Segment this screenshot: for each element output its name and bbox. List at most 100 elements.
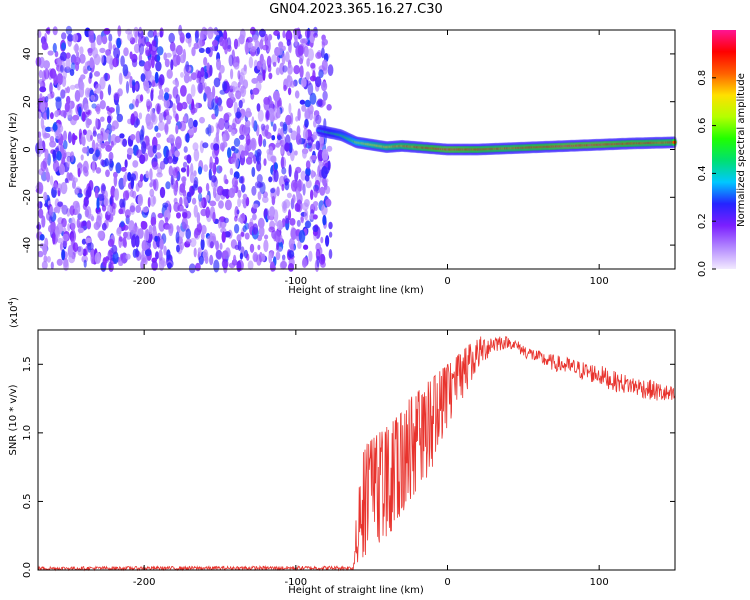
noise-speckle — [255, 155, 260, 162]
noise-speckle — [200, 232, 205, 240]
noise-speckle — [155, 132, 162, 138]
noise-speckle — [190, 72, 198, 81]
noise-speckle — [287, 87, 292, 96]
noise-speckle — [164, 87, 170, 93]
noise-speckle — [113, 47, 121, 59]
noise-speckle — [323, 118, 327, 131]
noise-speckle — [179, 183, 186, 194]
noise-speckle — [129, 51, 133, 60]
noise-speckle — [273, 30, 280, 36]
noise-speckle — [191, 184, 199, 191]
noise-speckle — [252, 87, 260, 95]
noise-speckle — [41, 215, 46, 228]
noise-speckle — [43, 112, 48, 120]
noise-speckle — [203, 56, 208, 66]
noise-speckle — [57, 183, 62, 191]
noise-speckle — [176, 54, 181, 66]
noise-speckle — [217, 219, 222, 229]
noise-speckle — [322, 214, 327, 226]
noise-speckle — [275, 142, 281, 148]
noise-speckle — [83, 259, 87, 268]
spectrogram-x-ticks: -200 -100 0 100 — [133, 30, 609, 287]
snr-panel: -200 -100 0 100 0.0 0.5 1.0 1.5 Height of stra… — [7, 297, 676, 596]
noise-speckle — [117, 25, 122, 37]
noise-speckle — [70, 217, 76, 231]
noise-speckle — [222, 250, 229, 260]
noise-speckle — [186, 154, 192, 164]
noise-speckle — [68, 254, 76, 264]
noise-speckle — [70, 116, 77, 126]
noise-speckle — [176, 102, 184, 112]
noise-speckle — [132, 160, 139, 168]
noise-speckle — [135, 118, 141, 126]
noise-speckle — [264, 234, 269, 240]
noise-speckle — [72, 33, 79, 43]
noise-speckle — [240, 183, 246, 193]
noise-speckle — [319, 135, 324, 144]
noise-speckle — [251, 166, 256, 178]
noise-speckle — [285, 114, 292, 126]
noise-speckle — [212, 180, 218, 193]
noise-speckle — [236, 234, 242, 242]
noise-speckle — [159, 160, 166, 170]
noise-speckle — [198, 47, 205, 54]
noise-speckle — [270, 188, 276, 194]
noise-speckle — [155, 61, 162, 72]
noise-speckle — [114, 188, 119, 201]
noise-speckle — [266, 151, 274, 162]
noise-speckle — [41, 41, 49, 51]
noise-speckle — [273, 162, 278, 171]
noise-speckle — [116, 226, 122, 235]
noise-speckle — [45, 126, 52, 132]
noise-speckle — [185, 238, 192, 244]
noise-speckle — [95, 117, 99, 129]
noise-speckle — [301, 38, 309, 44]
noise-speckle — [118, 208, 124, 215]
x-tick-label: 100 — [590, 276, 609, 287]
noise-speckle — [221, 258, 229, 269]
noise-speckle — [185, 228, 191, 240]
y-tick-label: -20 — [22, 189, 33, 205]
noise-speckle — [262, 196, 269, 203]
noise-speckle — [114, 135, 121, 143]
noise-speckle — [101, 184, 107, 192]
noise-speckle — [302, 149, 307, 159]
noise-speckle — [223, 217, 229, 224]
y-tick-label: 0 — [22, 146, 33, 152]
noise-speckle — [74, 43, 79, 54]
noise-speckle — [209, 200, 217, 207]
noise-speckle — [46, 26, 51, 35]
noise-speckle — [290, 130, 298, 141]
noise-speckle — [152, 40, 157, 47]
noise-speckle — [69, 69, 75, 76]
noise-speckle — [315, 76, 322, 88]
noise-speckle — [45, 167, 49, 179]
noise-speckle — [49, 82, 53, 94]
noise-speckle — [203, 92, 207, 102]
noise-speckle — [300, 215, 304, 222]
noise-speckle — [164, 58, 170, 68]
noise-speckle — [140, 73, 146, 82]
noise-speckle — [56, 237, 64, 244]
noise-speckle — [275, 67, 280, 76]
noise-speckle — [164, 92, 169, 101]
noise-speckle — [257, 191, 262, 201]
noise-speckle — [198, 255, 204, 265]
noise-speckle — [40, 160, 47, 172]
noise-speckle — [166, 249, 171, 260]
noise-speckle — [191, 46, 196, 57]
noise-speckle — [66, 86, 71, 94]
noise-speckle — [282, 123, 288, 135]
noise-speckle — [130, 176, 135, 189]
noise-speckle — [197, 186, 203, 194]
noise-speckle — [104, 72, 108, 82]
noise-speckle — [164, 217, 169, 224]
noise-speckle — [230, 93, 235, 100]
noise-speckle — [238, 99, 243, 109]
noise-speckle — [122, 138, 128, 147]
noise-speckle — [223, 30, 228, 41]
noise-speckle — [237, 239, 242, 251]
noise-speckle — [186, 93, 193, 105]
noise-speckle — [238, 176, 244, 184]
noise-speckle — [230, 157, 236, 164]
